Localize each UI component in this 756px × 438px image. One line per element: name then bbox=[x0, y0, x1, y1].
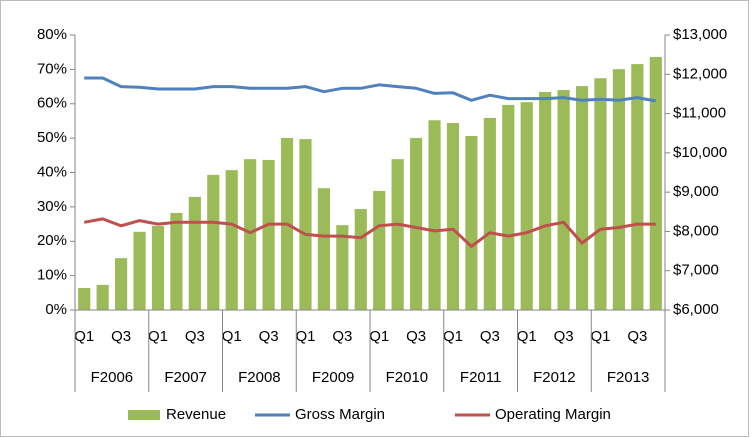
x-tick-label: Q1 bbox=[74, 328, 94, 345]
bar bbox=[502, 104, 515, 310]
bar bbox=[520, 102, 533, 310]
bar bbox=[96, 284, 109, 310]
group-label: F2009 bbox=[312, 369, 355, 386]
y2-tick-label: $12,000 bbox=[673, 65, 727, 82]
group-label: F2006 bbox=[91, 369, 134, 386]
line-series bbox=[83, 217, 656, 248]
x-tick-label: Q1 bbox=[222, 328, 242, 345]
bar bbox=[244, 159, 257, 310]
group-label: F2007 bbox=[164, 369, 207, 386]
x-tick-label: Q1 bbox=[590, 328, 610, 345]
group-label: F2011 bbox=[460, 369, 501, 386]
bar bbox=[594, 78, 607, 310]
group-label: F2013 bbox=[607, 369, 650, 386]
y-tick-label: 10% bbox=[37, 267, 67, 284]
bar bbox=[373, 190, 386, 310]
y2-tick-label: $6,000 bbox=[673, 301, 719, 318]
legend-label: Revenue bbox=[166, 406, 226, 423]
y-tick-label: 40% bbox=[37, 163, 67, 180]
bar bbox=[391, 159, 404, 310]
group-label: F2010 bbox=[386, 369, 429, 386]
bar bbox=[151, 225, 165, 310]
bar bbox=[428, 120, 441, 310]
bar bbox=[446, 123, 460, 310]
x-tick-label: Q3 bbox=[259, 328, 279, 345]
legend-label: Gross Margin bbox=[295, 406, 385, 423]
bar bbox=[133, 231, 146, 310]
x-tick-label: Q3 bbox=[406, 328, 426, 345]
bar bbox=[336, 225, 349, 310]
y2-tick-label: $13,000 bbox=[673, 26, 727, 43]
bar bbox=[78, 288, 91, 310]
bar bbox=[207, 174, 220, 310]
bar bbox=[225, 170, 238, 310]
y2-tick-label: $9,000 bbox=[673, 183, 719, 200]
y-tick-label: 50% bbox=[37, 129, 67, 146]
group-label: F2008 bbox=[238, 369, 281, 386]
bar bbox=[188, 196, 201, 310]
bar bbox=[612, 69, 625, 310]
bar bbox=[631, 64, 644, 310]
y-tick-label: 80% bbox=[37, 26, 67, 43]
y-tick-label: 20% bbox=[37, 232, 67, 249]
bar bbox=[483, 117, 496, 311]
y-tick-label: 60% bbox=[37, 95, 67, 112]
x-tick-label: Q1 bbox=[517, 328, 537, 345]
y-tick-label: 0% bbox=[45, 301, 67, 318]
bar bbox=[317, 188, 330, 310]
x-tick-label: Q1 bbox=[295, 328, 315, 345]
y2-tick-label: $11,000 bbox=[673, 105, 726, 122]
bar bbox=[575, 86, 589, 310]
legend-label: Operating Margin bbox=[495, 406, 611, 423]
x-tick-label: Q3 bbox=[627, 328, 647, 345]
line-series bbox=[84, 76, 657, 103]
x-tick-label: Q3 bbox=[332, 328, 352, 345]
y2-tick-label: $7,000 bbox=[673, 262, 719, 279]
y-tick-label: 30% bbox=[37, 198, 67, 215]
bar bbox=[262, 159, 275, 310]
bar bbox=[539, 91, 552, 310]
legend-swatch bbox=[128, 410, 160, 420]
x-tick-label: Q3 bbox=[185, 328, 205, 345]
bar bbox=[299, 139, 312, 310]
bar bbox=[557, 90, 570, 310]
bar bbox=[115, 258, 128, 310]
y2-tick-label: $10,000 bbox=[673, 144, 727, 161]
y-tick-label: 70% bbox=[37, 60, 67, 77]
x-tick-label: Q1 bbox=[369, 328, 389, 345]
x-tick-label: Q3 bbox=[554, 328, 574, 345]
bar bbox=[410, 137, 423, 310]
x-tick-label: Q1 bbox=[148, 328, 168, 345]
bar bbox=[649, 57, 662, 310]
bar bbox=[465, 135, 478, 310]
x-tick-label: Q3 bbox=[480, 328, 500, 345]
group-label: F2012 bbox=[533, 369, 576, 386]
bar bbox=[170, 212, 183, 310]
bar bbox=[354, 209, 367, 310]
x-tick-label: Q1 bbox=[443, 328, 463, 345]
x-tick-label: Q3 bbox=[111, 328, 131, 345]
y2-tick-label: $8,000 bbox=[673, 222, 719, 239]
